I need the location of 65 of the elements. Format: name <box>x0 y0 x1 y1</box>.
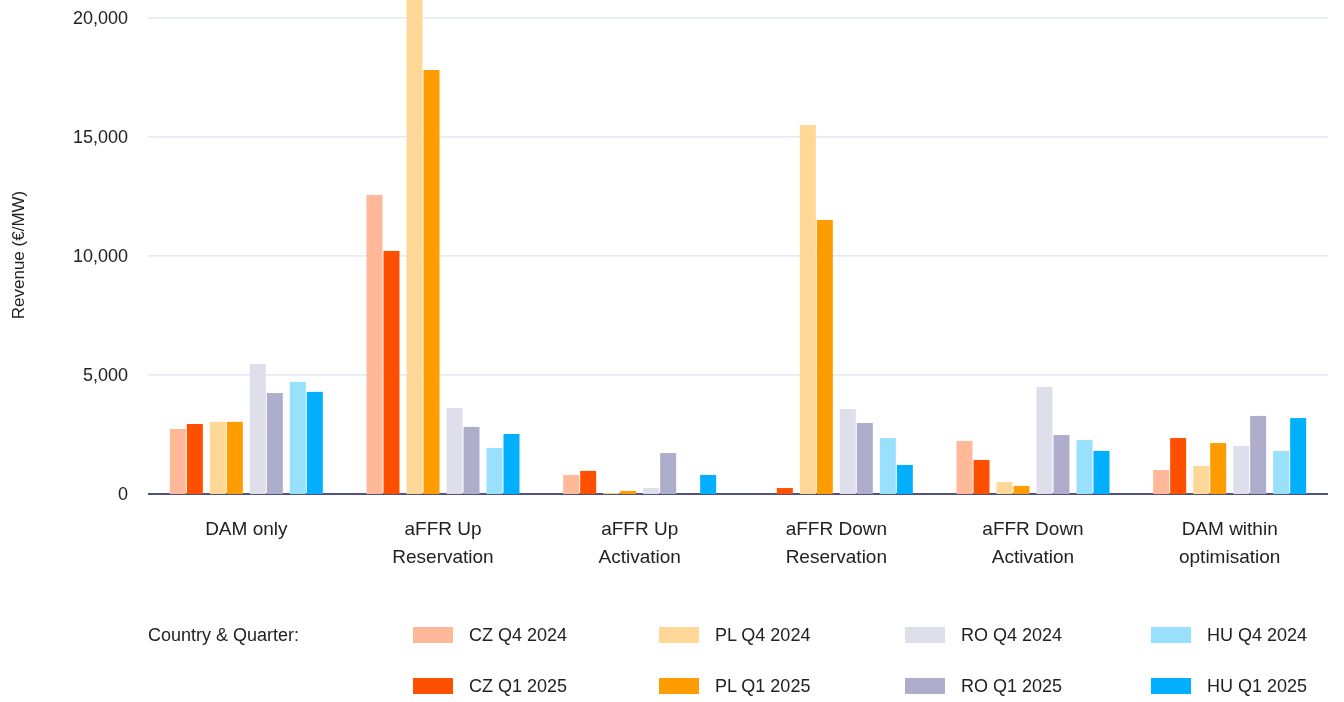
legend-label: CZ Q4 2024 <box>469 625 568 646</box>
bar <box>1153 469 1170 494</box>
legend-label: PL Q4 2024 <box>715 625 811 646</box>
bar <box>463 426 480 494</box>
bar <box>1193 465 1210 494</box>
bar <box>996 482 1013 494</box>
bar <box>563 474 580 494</box>
bar <box>289 381 306 494</box>
bar <box>1036 386 1053 494</box>
bar <box>643 488 660 494</box>
bar <box>383 250 400 494</box>
bar <box>799 124 816 494</box>
bar <box>1233 445 1250 494</box>
bar <box>226 421 243 494</box>
x-tick-label: aFFR Down Reservation <box>785 518 888 567</box>
bar <box>266 393 283 494</box>
bar <box>186 424 203 494</box>
bar <box>816 219 833 494</box>
bar <box>1093 450 1110 494</box>
y-tick-label: 0 <box>117 484 128 505</box>
x-tick-label: DAM only <box>205 518 289 539</box>
bar <box>839 409 856 494</box>
bar <box>503 434 520 494</box>
bar <box>879 438 896 494</box>
bar <box>169 429 186 494</box>
y-tick-label: 5,000 <box>82 365 128 386</box>
bar <box>486 448 503 494</box>
bar <box>620 490 637 494</box>
bar <box>1290 418 1307 494</box>
x-tick-label: DAM within optimisation <box>1178 518 1281 567</box>
x-tick-label: aFFR Up Reservation <box>392 518 494 567</box>
y-tick-label: 15,000 <box>72 127 128 148</box>
legend-title: Country & Quarter: <box>148 625 300 646</box>
bar <box>423 69 440 494</box>
legend-label: HU Q1 2025 <box>1207 676 1308 697</box>
bar <box>366 194 383 494</box>
x-tick-label: aFFR Down Activation <box>982 518 1084 567</box>
bar <box>209 421 226 494</box>
bar <box>1053 434 1070 494</box>
legend-label: RO Q1 2025 <box>961 676 1063 697</box>
bar <box>1210 443 1227 494</box>
bar <box>956 440 973 494</box>
y-axis-title: Revenue (€/MW) <box>9 190 28 320</box>
legend-label: CZ Q1 2025 <box>469 676 568 697</box>
bar <box>776 488 793 494</box>
bar <box>1273 450 1290 494</box>
bar <box>660 453 677 494</box>
bar <box>306 391 323 494</box>
legend-label: HU Q4 2024 <box>1207 625 1308 646</box>
bar <box>1250 415 1267 494</box>
bar <box>1013 485 1030 494</box>
legend-label: PL Q1 2025 <box>715 676 811 697</box>
x-tick-label: aFFR Up Activation <box>598 518 681 567</box>
legend-label: RO Q4 2024 <box>961 625 1063 646</box>
bar <box>896 464 913 494</box>
bar <box>580 470 597 494</box>
bar <box>856 423 873 494</box>
bar <box>973 459 990 494</box>
bar <box>446 408 463 494</box>
bar <box>700 474 717 494</box>
bar <box>1170 438 1187 494</box>
y-tick-label: 10,000 <box>72 246 128 267</box>
bar <box>1076 439 1093 494</box>
y-tick-label: 20,000 <box>72 8 128 29</box>
bar <box>406 0 423 494</box>
